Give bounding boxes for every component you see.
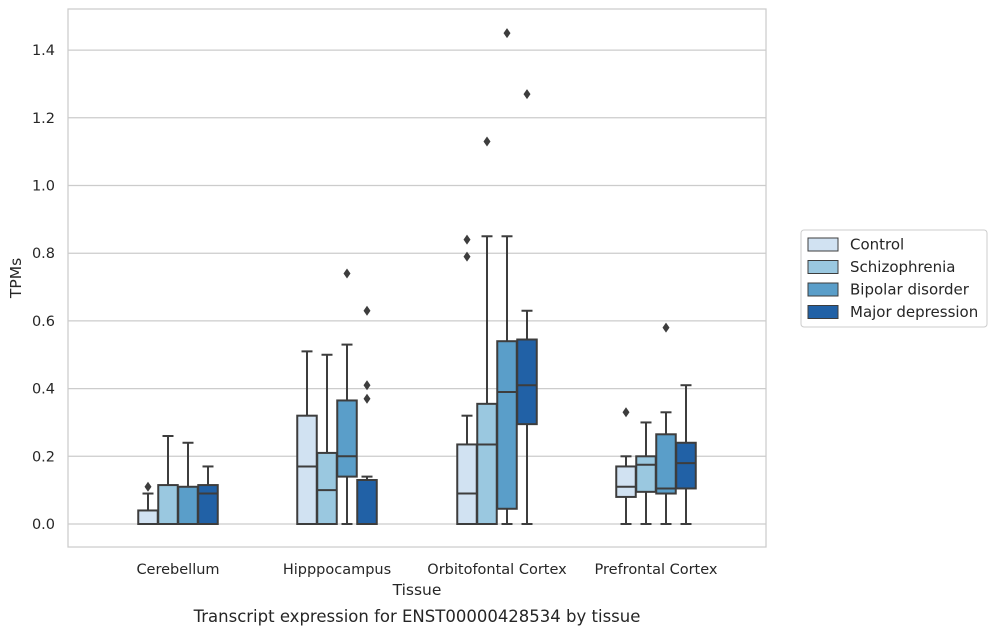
- y-tick-label: 1.4: [32, 43, 55, 59]
- box-groups: [137, 28, 697, 526]
- box-iqr: [197, 484, 219, 526]
- box-schizophrenia: [157, 434, 179, 526]
- x-tick-label: Orbitofontal Cortex: [427, 562, 567, 578]
- box-schizophrenia: [635, 421, 657, 525]
- outlier-point: [463, 251, 471, 262]
- x-tick-labels: Cerebellum Hipppocampus Orbitofontal Corte…: [136, 562, 717, 578]
- legend-swatch: [807, 260, 839, 274]
- outlier-point: [363, 305, 371, 316]
- y-tick-label: 1.2: [32, 111, 55, 127]
- outlier-point: [343, 268, 351, 279]
- box-bipolar-disorder: [496, 28, 518, 525]
- legend-swatch: [807, 305, 839, 319]
- legend-label: Schizophrenia: [850, 258, 955, 276]
- x-tick-label: Hipppocampus: [283, 562, 391, 578]
- chart-caption: Transcript expression for ENST0000042853…: [193, 607, 641, 626]
- box-iqr: [456, 443, 478, 526]
- box-iqr: [635, 455, 657, 493]
- box-iqr: [356, 478, 378, 525]
- box-iqr: [177, 485, 199, 526]
- box-iqr: [316, 451, 338, 526]
- x-tick-label: Prefrontal Cortex: [595, 562, 718, 578]
- box-iqr: [336, 399, 358, 478]
- box-iqr: [675, 441, 697, 490]
- outlier-point: [523, 89, 531, 100]
- y-axis-title: TPMs: [7, 258, 25, 299]
- y-tick-label: 0.0: [32, 517, 55, 533]
- legend-label: Bipolar disorder: [850, 281, 970, 299]
- box-iqr: [137, 509, 159, 525]
- box-iqr: [655, 433, 677, 495]
- box-schizophrenia: [316, 353, 338, 526]
- y-tick-labels: 0.0 0.2 0.4 0.6 0.8 1.0 1.2 1.4: [32, 43, 55, 533]
- y-tick-label: 0.6: [32, 314, 55, 330]
- outlier-point: [463, 234, 471, 245]
- box-bipolar-disorder: [177, 441, 199, 526]
- x-axis-title: Tissue: [392, 581, 442, 599]
- legend: Control Schizophrenia Bipolar disorder Majo…: [800, 229, 988, 328]
- y-tick-label: 0.2: [32, 449, 55, 465]
- outlier-point: [144, 481, 152, 492]
- box-iqr: [615, 465, 637, 498]
- box-major-depression: [516, 89, 538, 525]
- legend-swatch: [807, 282, 839, 297]
- box-iqr: [496, 340, 518, 510]
- plot-frame: [67, 8, 767, 548]
- y-tick-label: 0.8: [32, 246, 55, 262]
- y-tick-label: 0.4: [32, 382, 55, 398]
- box-major-depression: [356, 305, 378, 525]
- legend-frame: [800, 229, 988, 328]
- box-iqr: [157, 484, 179, 526]
- box-iqr: [516, 338, 538, 426]
- outlier-point: [483, 136, 491, 147]
- box-iqr: [476, 402, 498, 525]
- y-tick-label: 1.0: [32, 179, 55, 195]
- box-control: [137, 481, 159, 525]
- legend-label: Control: [850, 236, 904, 254]
- legend-label: Major depression: [850, 303, 978, 321]
- legend-swatch: [807, 237, 839, 252]
- outlier-point: [363, 393, 371, 404]
- box-control: [615, 407, 637, 525]
- box-iqr: [296, 414, 318, 525]
- box-major-depression: [197, 465, 219, 526]
- outlier-point: [363, 380, 371, 391]
- box-bipolar-disorder: [336, 268, 358, 525]
- outlier-point: [622, 407, 630, 418]
- x-tick-label: Cerebellum: [136, 562, 219, 578]
- outlier-point: [662, 322, 670, 333]
- outlier-point: [503, 28, 511, 39]
- box-major-depression: [675, 384, 697, 525]
